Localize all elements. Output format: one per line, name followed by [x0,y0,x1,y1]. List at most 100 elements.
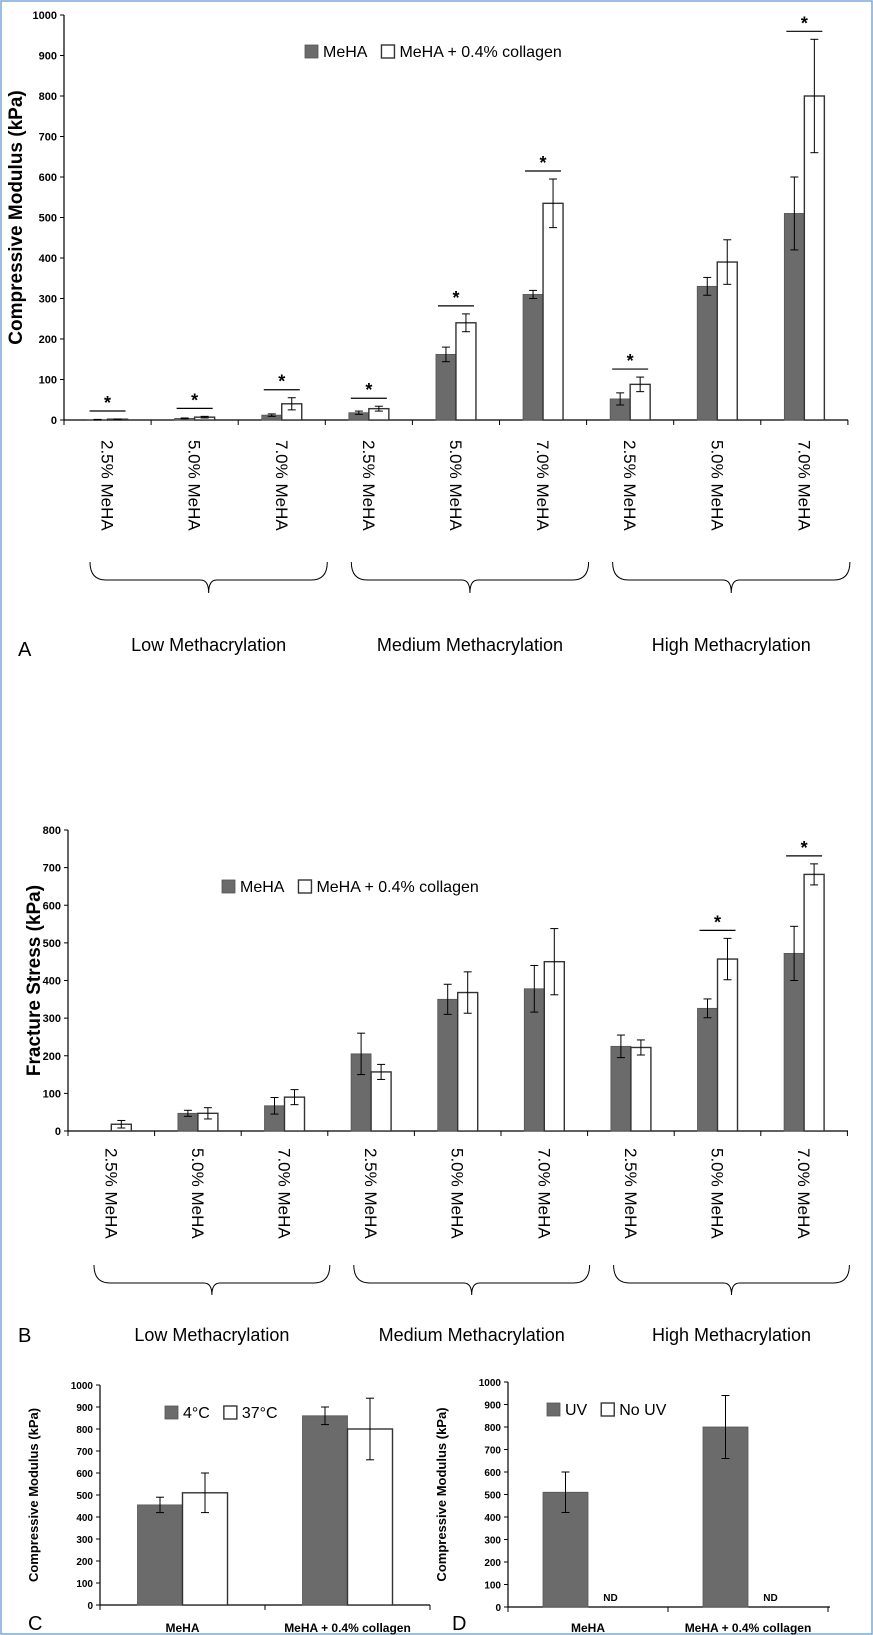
panel-letter: D [452,1613,466,1635]
significance-marker: * [278,372,285,392]
meha-bar [137,1504,183,1606]
y-tick-label: 300 [484,1536,501,1547]
y-tick-label: 100 [484,1581,501,1592]
significance-marker: * [365,380,372,400]
x-category-label: 2.5% MeHA [359,440,378,531]
y-tick-label: 300 [39,294,57,306]
meha-bar [522,294,544,421]
x-category-label: MeHA + 0.4% collagen [685,1621,812,1635]
legend-swatch [304,44,319,59]
x-category-label: 2.5% MeHA [101,1148,120,1239]
y-tick-label: 400 [43,976,61,988]
y-tick-label: 500 [484,1491,501,1502]
legend-entry: UV [565,1402,588,1419]
significance-marker: * [191,390,198,410]
significance-marker: * [540,153,547,173]
y-tick-label: 500 [39,213,57,225]
y-tick-label: 1000 [71,1381,94,1392]
panel-letter: A [18,639,32,661]
legend-swatch [380,44,396,59]
y-tick-label: 600 [39,172,57,184]
group-brace [612,561,851,594]
y-tick-label: 300 [43,1013,61,1025]
y-tick-label: 200 [43,1051,61,1063]
y-tick-label: 700 [76,1447,93,1458]
legend-swatch [297,879,313,894]
significance-marker: * [714,912,721,932]
x-category-label: MeHA + 0.4% collagen [284,1621,411,1635]
x-category-label: 7.0% MeHA [275,1148,294,1239]
x-category-label: 7.0% MeHA [272,440,291,531]
x-category-label: 5.0% MeHA [708,1148,727,1239]
y-tick-label: 100 [43,1088,61,1100]
x-category-label: 5.0% MeHA [707,440,726,531]
y-tick-label: 700 [43,863,61,875]
x-category-label: 7.0% MeHA [794,1148,813,1239]
y-tick-label: 500 [76,1491,93,1502]
y-tick-label: 600 [76,1469,93,1480]
y-axis-label: Compressive Modulus (kPa) [26,1408,41,1582]
collagen-bar [716,261,738,421]
group-label: High Methacrylation [652,635,811,655]
x-category-label: 7.0% MeHA [534,1148,553,1239]
group-brace [93,1264,331,1296]
legend-entry: 37°C [242,1405,278,1422]
significance-marker: * [104,393,111,413]
x-category-label: 5.0% MeHA [448,1148,467,1239]
y-tick-label: 100 [76,1579,93,1590]
x-category-label: MeHA [165,1621,199,1635]
y-tick-label: 800 [484,1423,501,1434]
significance-marker: * [627,351,634,371]
x-category-label: 7.0% MeHA [533,440,552,531]
y-tick-label: 300 [76,1535,93,1546]
nd-label: ND [763,1593,777,1604]
panel-b-chart: 0 100 200 300 400 500 600 700 800 Fracture Stress… [18,825,850,1347]
y-axis-label: Fracture Stress (kPa) [24,885,45,1076]
y-tick-label: 0 [495,1603,501,1614]
collagen-bar [370,1071,392,1132]
meha-bar [696,285,718,421]
legend-swatch [600,1402,615,1417]
legend-swatch [223,1405,238,1420]
y-tick-label: 200 [39,334,57,346]
collagen-bar [630,1046,652,1132]
nd-label: ND [603,1593,617,1604]
meha-bar [610,1045,632,1132]
significance-marker: * [452,288,459,308]
x-category-label: 2.5% MeHA [98,440,117,531]
y-tick-label: 1000 [33,10,57,22]
legend-swatch [546,1402,561,1417]
x-category-label: 5.0% MeHA [185,440,204,531]
y-tick-label: 800 [76,1425,93,1436]
collagen-bar [455,322,477,421]
collagen-bar [716,958,739,1132]
x-category-label: 2.5% MeHA [620,440,639,531]
x-category-label: 5.0% MeHA [446,440,465,531]
group-label: High Methacrylation [652,1325,811,1345]
legend-entry: No UV [619,1402,666,1419]
collagen-bar [542,202,564,421]
legend-swatch [164,1405,179,1420]
y-axis-label: Compressive Modulus (kPa) [434,1407,449,1581]
group-brace [350,561,590,594]
significance-marker: * [801,838,808,858]
x-category-label: 5.0% MeHA [188,1148,207,1239]
y-tick-label: 700 [39,132,57,144]
group-brace [353,1264,591,1296]
y-tick-label: 700 [484,1446,501,1457]
y-tick-label: 100 [39,375,57,387]
y-tick-label: 200 [484,1558,501,1569]
x-category-label: 7.0% MeHA [794,440,813,531]
group-brace [89,561,328,594]
y-axis-label: Compressive Modulus (kPa) [6,90,27,344]
y-tick-label: 800 [43,825,61,837]
group-label: Low Methacrylation [131,635,286,655]
y-tick-label: 600 [484,1468,501,1479]
y-tick-label: 0 [87,1601,93,1612]
group-label: Low Methacrylation [134,1325,289,1345]
legend-entry: MeHA + 0.4% collagen [316,879,478,896]
group-label: Medium Methacrylation [379,1325,565,1345]
panel-letter: C [28,1613,42,1635]
